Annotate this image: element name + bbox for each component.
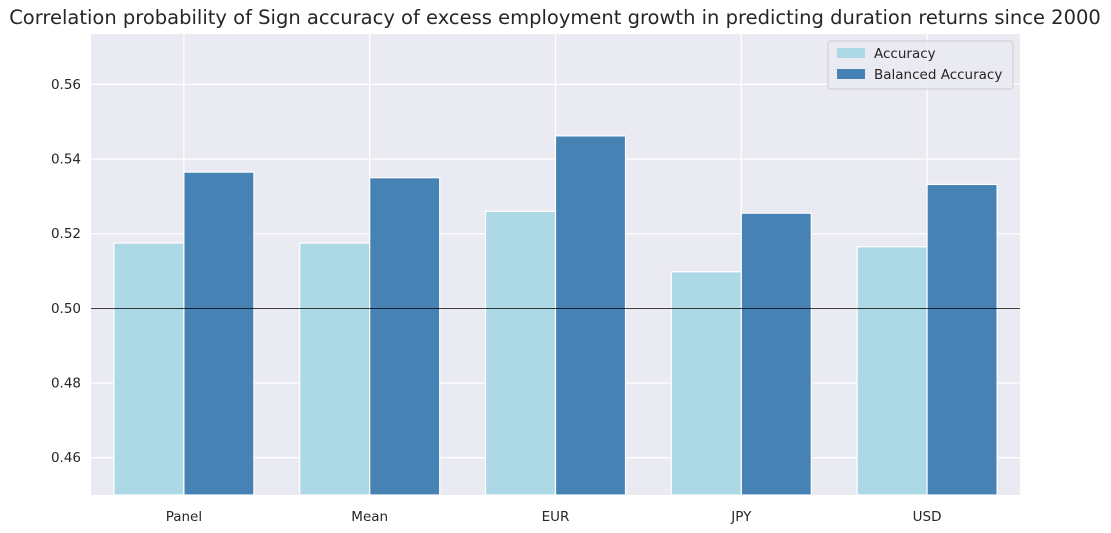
x-axis: Panel Mean EUR JPY USD — [166, 509, 942, 525]
legend: Accuracy Balanced Accuracy — [827, 40, 1014, 90]
bar-balanced-accuracy-mean — [369, 177, 441, 496]
bars — [113, 135, 998, 496]
y-tick-label: 0.56 — [51, 77, 81, 93]
bar-accuracy-usd — [856, 246, 928, 496]
y-tick-label: 0.46 — [51, 450, 81, 466]
legend-swatch — [837, 48, 865, 58]
x-tick-label: Panel — [166, 509, 202, 525]
x-tick-label: USD — [913, 509, 942, 525]
y-tick-label: 0.50 — [51, 301, 81, 317]
bar-balanced-accuracy-jpy — [740, 212, 812, 496]
bar-accuracy-panel — [113, 242, 185, 496]
y-axis: 0.46 0.48 0.50 0.52 0.54 0.56 — [51, 77, 81, 466]
bar-balanced-accuracy-panel — [183, 171, 255, 496]
x-tick-label: Mean — [351, 509, 388, 525]
y-tick-label: 0.52 — [51, 226, 81, 242]
legend-label: Accuracy — [874, 46, 936, 62]
bar-balanced-accuracy-eur — [554, 135, 627, 496]
bar-accuracy-mean — [299, 242, 371, 496]
bar-accuracy-jpy — [670, 271, 742, 496]
bar-balanced-accuracy-usd — [926, 183, 998, 496]
y-tick-label: 0.48 — [51, 376, 81, 392]
legend-swatch — [837, 69, 865, 79]
chart-title: Correlation probability of Sign accuracy… — [9, 6, 1101, 29]
legend-label: Balanced Accuracy — [874, 67, 1002, 83]
bar-accuracy-eur — [484, 210, 557, 496]
x-tick-label: JPY — [730, 509, 752, 525]
y-tick-label: 0.54 — [51, 152, 81, 168]
x-tick-label: EUR — [542, 509, 570, 525]
legend-box — [827, 40, 1014, 90]
